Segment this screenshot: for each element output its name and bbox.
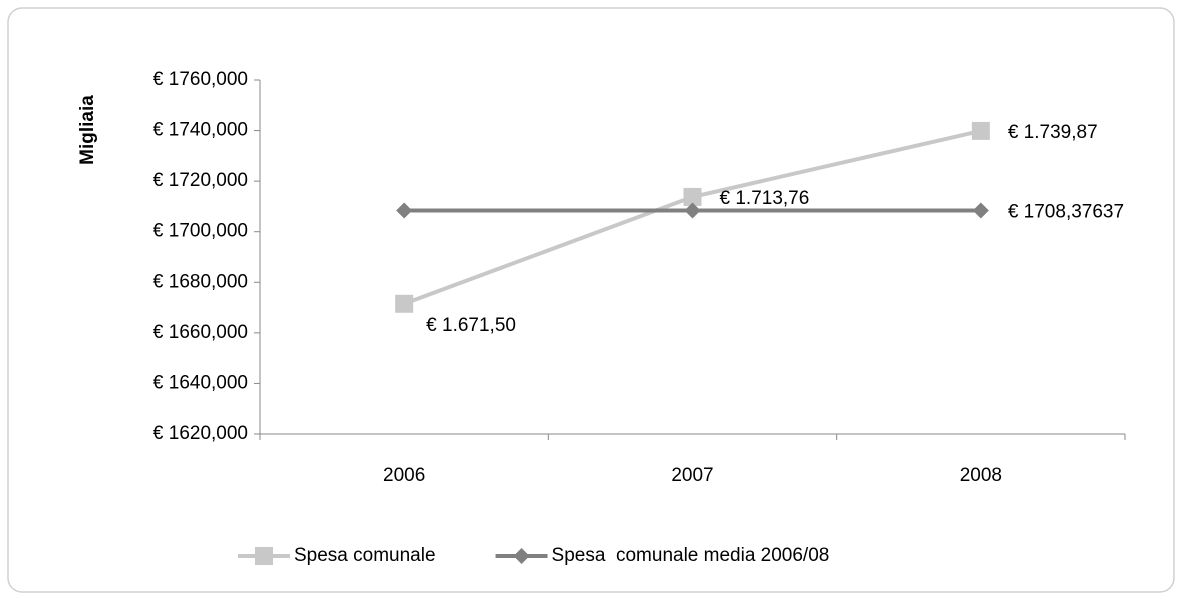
point [683,187,702,206]
y-tick-label: € 1660,000 [153,322,248,343]
legend-marker [255,547,273,565]
y-tick-label: € 1700,000 [153,221,248,242]
data-label: € 1708,37637 [1008,202,1124,223]
point [972,202,989,219]
data-label: € 1.713,76 [720,188,810,209]
legend-label: Spesa comunale media 2006/08 [552,545,830,566]
y-tick-label: € 1740,000 [153,120,248,141]
x-tick-label: 2007 [671,465,713,486]
y-tick-label: € 1640,000 [153,372,248,393]
point [971,121,990,140]
y-tick-label: € 1620,000 [153,423,248,444]
legend-marker [513,548,530,564]
y-tick-label: € 1760,000 [153,69,248,90]
point [395,294,414,313]
legend-label: Spesa comunale [294,545,436,566]
x-tick-label: 2006 [383,465,425,486]
data-label: € 1.739,87 [1008,122,1098,143]
y-tick-label: € 1680,000 [153,271,248,292]
data-label: € 1.671,50 [426,315,516,336]
y-axis-label: Migliaia [77,95,98,165]
x-tick-label: 2008 [960,465,1002,486]
point [396,202,413,219]
point [684,202,701,219]
y-tick-label: € 1720,000 [153,170,248,191]
chart-border [7,7,1175,593]
